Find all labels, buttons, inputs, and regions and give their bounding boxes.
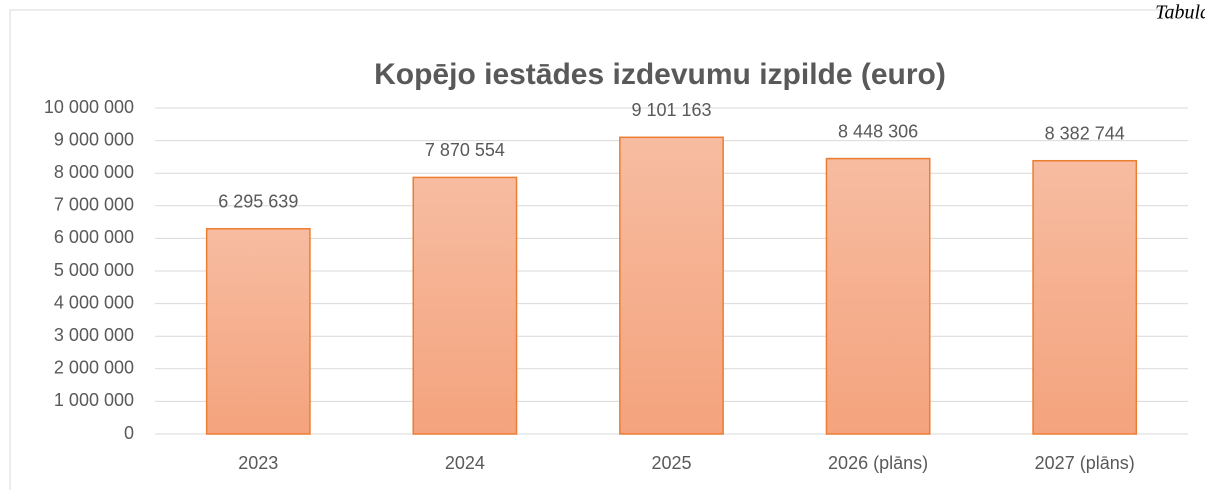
y-tick-label: 8 000 000	[54, 162, 134, 182]
y-tick-label: 7 000 000	[54, 195, 134, 215]
bar	[619, 136, 724, 435]
chart-title: Kopējo iestādes izdevumu izpilde (euro)	[374, 58, 946, 91]
y-tick-label: 3 000 000	[54, 325, 134, 345]
x-tick-label: 2027 (plāns)	[1035, 453, 1135, 473]
y-tick-label: 10 000 000	[44, 97, 134, 117]
x-tick-label: 2026 (plāns)	[828, 453, 928, 473]
bar	[1032, 159, 1138, 435]
y-tick-label: 0	[124, 423, 134, 443]
y-tick-label: 5 000 000	[54, 260, 134, 280]
bar	[205, 228, 311, 435]
value-label: 9 101 163	[631, 100, 711, 120]
chart-frame	[9, 9, 1205, 490]
y-tick-label: 1 000 000	[54, 390, 134, 410]
y-tick-label: 4 000 000	[54, 292, 134, 312]
x-tick-label: 2023	[238, 453, 278, 473]
x-tick-label: 2025	[651, 453, 691, 473]
value-label: 6 295 639	[218, 192, 298, 212]
y-tick-label: 9 000 000	[54, 129, 134, 149]
x-tick-label: 2024	[445, 453, 485, 473]
value-label: 8 382 744	[1045, 123, 1125, 143]
bar	[412, 176, 518, 435]
y-tick-label: 2 000 000	[54, 358, 134, 378]
bar	[825, 157, 931, 435]
page-note: Tabula	[1155, 2, 1205, 24]
value-label: 8 448 306	[838, 121, 918, 141]
value-label: 7 870 554	[425, 140, 505, 160]
y-tick-label: 6 000 000	[54, 227, 134, 247]
